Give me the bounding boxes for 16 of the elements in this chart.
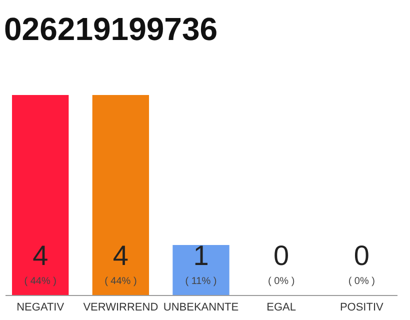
chart-title: 026219199736 xyxy=(4,11,218,47)
data-label: 1 xyxy=(193,240,209,271)
x-tick-label: POSITIV xyxy=(340,302,384,314)
annotation: ( 11% ) xyxy=(185,276,217,287)
annotation: ( 0% ) xyxy=(268,276,295,287)
x-tick-label: EGAL xyxy=(266,302,296,314)
x-tick-label: VERWIRREND xyxy=(83,302,158,314)
annotation: ( 0% ) xyxy=(348,276,375,287)
x-tick-label: NEGATIV xyxy=(16,302,65,314)
x-tick-label: UNBEKANNTE xyxy=(163,302,239,314)
data-label: 0 xyxy=(274,240,290,271)
data-label: 4 xyxy=(112,240,128,271)
annotation: ( 44% ) xyxy=(24,276,56,287)
annotation: ( 44% ) xyxy=(104,276,137,287)
data-label: 4 xyxy=(32,240,48,271)
data-label: 0 xyxy=(354,240,370,271)
